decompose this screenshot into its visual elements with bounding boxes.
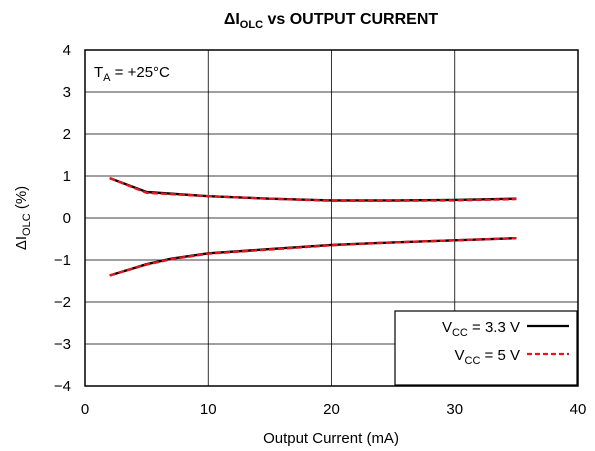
y-tick-label: 3 xyxy=(63,84,71,101)
x-tick-label: 30 xyxy=(446,401,463,418)
plot-frame xyxy=(84,49,579,387)
y-tick-label: −1 xyxy=(54,252,71,269)
x-tick-label: 40 xyxy=(570,401,587,418)
series-line-vcc-3-3v-upper xyxy=(109,176,517,202)
legend-label-vcc-5v: VCC = 5 V xyxy=(454,347,520,367)
chart-title: ΔIOLC vs OUTPUT CURRENT xyxy=(224,11,439,31)
x-tick-label: 20 xyxy=(323,401,340,418)
legend-box xyxy=(394,310,578,386)
y-tick-label: 1 xyxy=(63,168,71,185)
series-lines xyxy=(109,176,517,277)
y-tick-label: −4 xyxy=(54,378,71,395)
tick-labels: 0 10 20 30 40 −4 −3 −2 −1 0 1 2 3 4 xyxy=(54,42,586,418)
annotation-background xyxy=(86,56,196,86)
series-line-vcc-5v-upper xyxy=(109,176,517,203)
series-line-vcc-5v-lower xyxy=(109,237,517,277)
x-tick-label: 10 xyxy=(200,401,217,418)
y-tick-label: 4 xyxy=(63,42,71,59)
y-tick-label: 2 xyxy=(63,126,71,143)
annotation-text: TA = +25°C xyxy=(94,64,170,84)
y-tick-label: −3 xyxy=(54,336,71,353)
legend: VCC = 3.3 V VCC = 5 V xyxy=(394,310,578,386)
series-line-vcc-3-3v-lower xyxy=(109,237,517,277)
y-tick-label: 0 xyxy=(63,210,71,227)
legend-label-vcc-3-3v: VCC = 3.3 V xyxy=(442,319,520,339)
y-axis-label: ΔIOLC (%) xyxy=(13,186,33,250)
x-tick-label: 0 xyxy=(81,401,89,418)
x-axis-label: Output Current (mA) xyxy=(263,430,399,447)
y-tick-label: −2 xyxy=(54,294,71,311)
annotation-box: TA = +25°C xyxy=(86,56,196,86)
